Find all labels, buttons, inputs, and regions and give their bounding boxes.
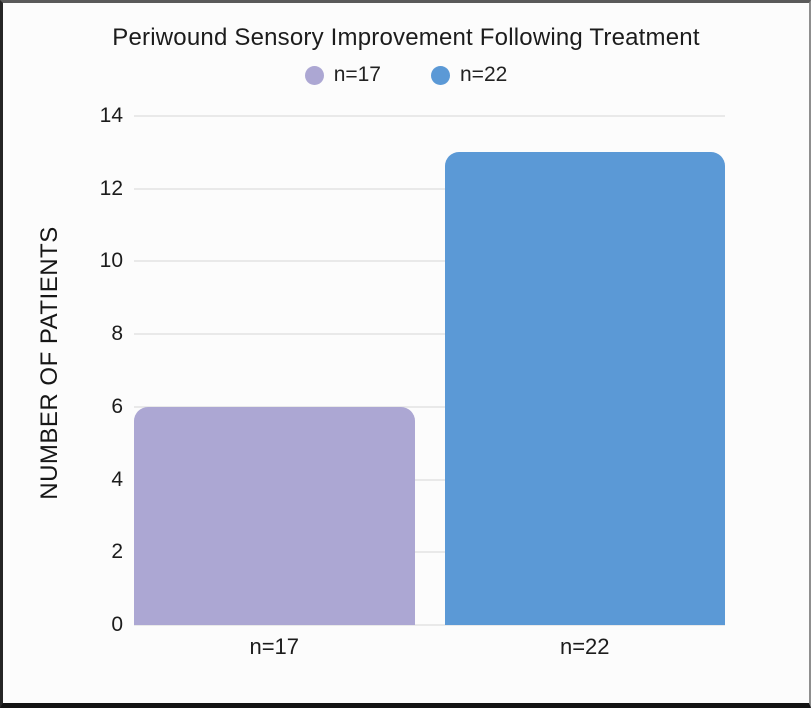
gridline: [134, 551, 725, 554]
x-tick-label: n=17: [249, 634, 300, 659]
x-tick-label: n=22: [559, 634, 610, 659]
y-tick-label: 4: [111, 467, 123, 491]
gridline: [134, 624, 725, 626]
gridline: [134, 405, 725, 408]
plot-area: [134, 115, 725, 626]
y-tick-label: 2: [111, 540, 123, 564]
y-tick-label: 12: [99, 176, 123, 200]
y-tick-label: 6: [111, 394, 123, 418]
x-axis-labels: n=17 n=22: [134, 634, 725, 668]
y-axis-ticks: 0 2 4 6 8 10 12 14: [61, 105, 123, 635]
y-tick-label: 10: [99, 249, 123, 273]
gridline: [134, 333, 725, 336]
gridline: [134, 115, 725, 117]
gridline: [134, 187, 725, 190]
gridline: [134, 478, 725, 481]
chart-title: Periwound Sensory Improvement Following …: [112, 24, 700, 51]
y-axis-label: NUMBER OF PATIENTS: [36, 226, 63, 500]
legend-item: n=22: [431, 63, 507, 87]
bar-n=17: [134, 406, 415, 625]
y-tick-label: 8: [111, 322, 123, 346]
gridline: [134, 260, 725, 263]
legend-label: n=17: [333, 63, 381, 86]
legend-label: n=22: [460, 63, 508, 86]
legend-item: n=17: [304, 63, 381, 87]
legend-swatch-icon: [431, 65, 450, 85]
y-tick-label: 0: [111, 613, 123, 636]
bar-n=22: [444, 152, 725, 625]
legend-swatch-icon: [304, 65, 324, 85]
y-tick-label: 14: [99, 104, 123, 127]
chart-legend: n=17 n=22: [3, 63, 809, 87]
